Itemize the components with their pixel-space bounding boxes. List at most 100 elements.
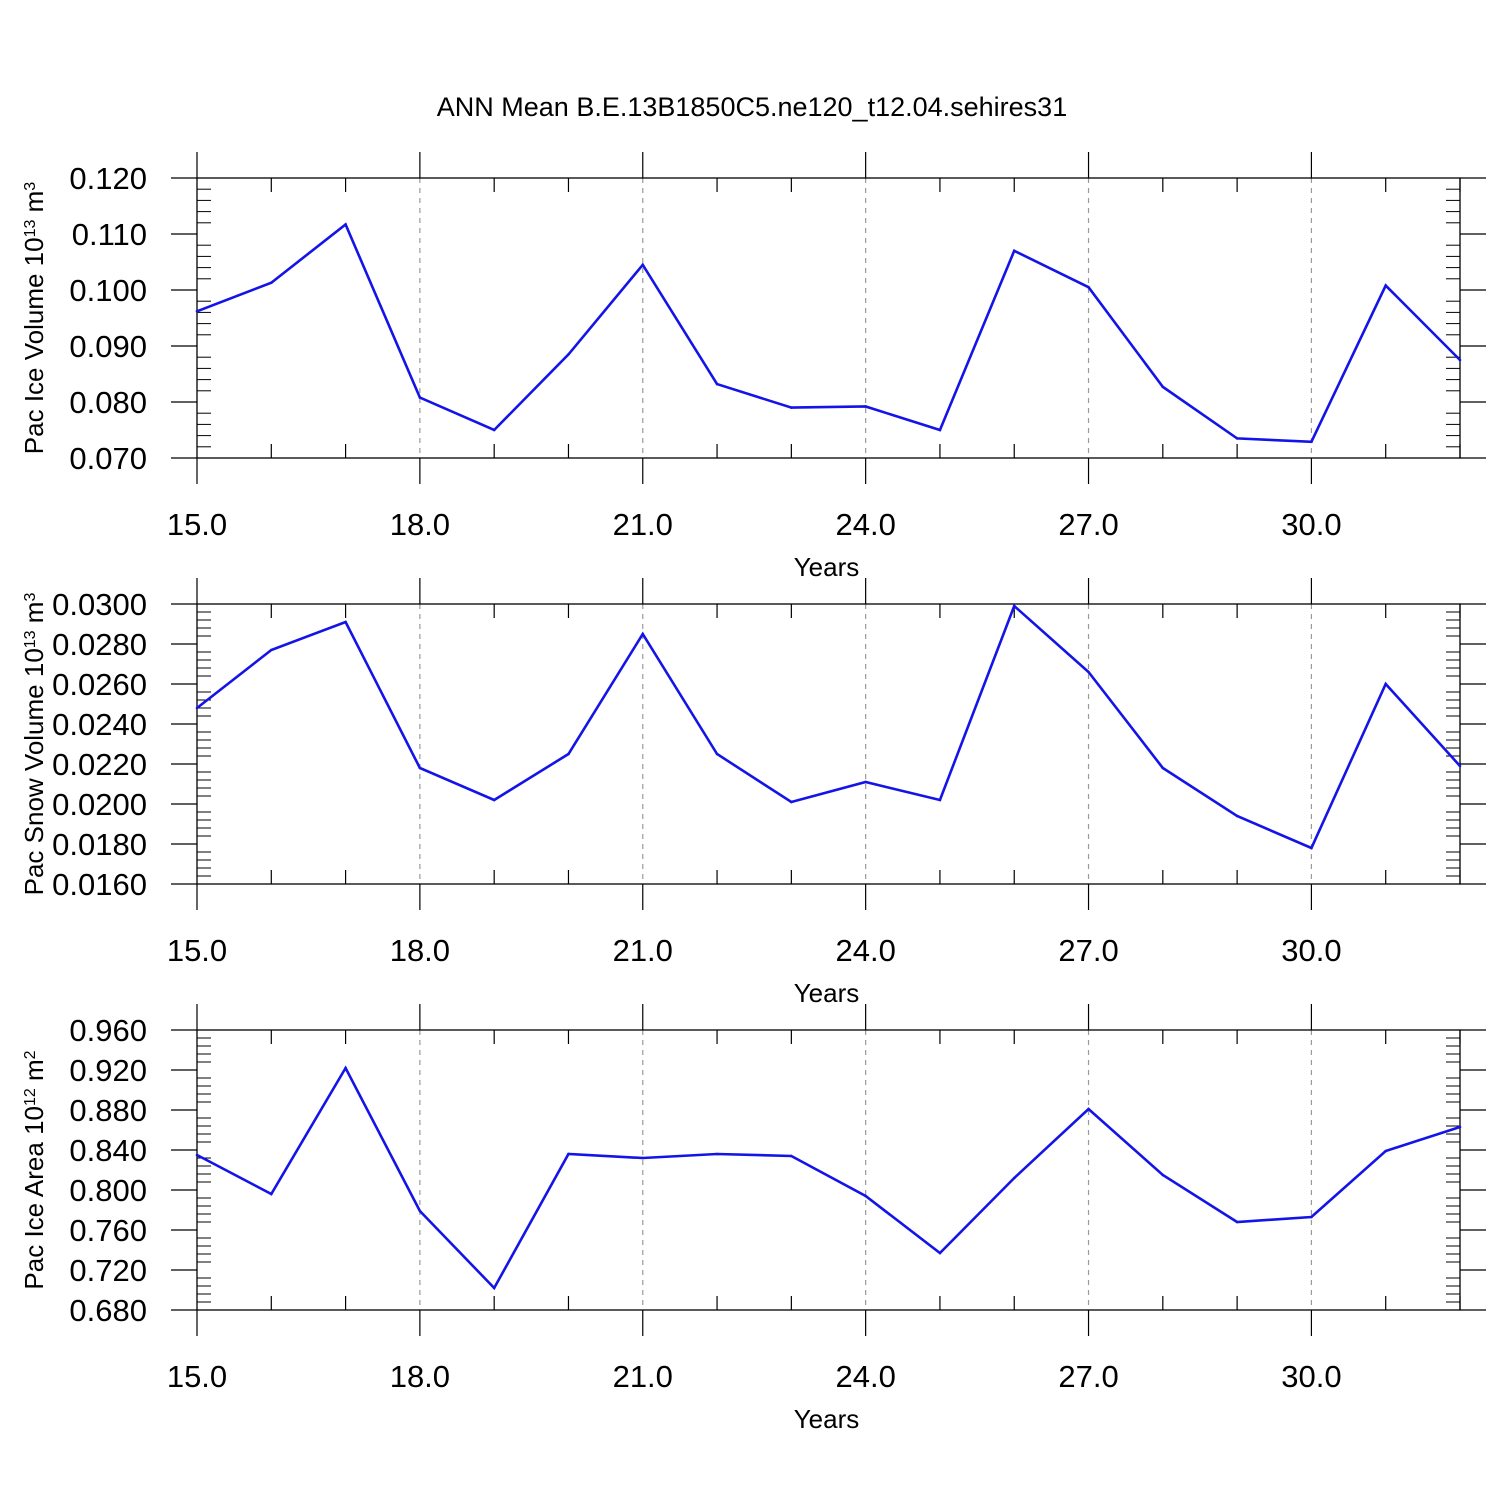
y-tick-label: 0.100 [69,273,147,308]
x-tick-label: 27.0 [1058,1359,1118,1394]
data-point [864,1194,867,1198]
y-axis-label-unit-sup: 3 [22,182,39,191]
data-point [1310,1215,1313,1219]
plot-frame [196,603,1461,885]
panel-3: 15.0 18.0 21.0 24.0 27.0 30.0 0.680 0.720 0.760 0… [19,1004,1486,1434]
y-tick-label: 0.090 [69,329,147,364]
series-line [196,222,1461,444]
x-tick-label: 21.0 [613,1359,673,1394]
data-point [1235,814,1239,818]
data-point [567,353,570,356]
data-point [344,223,347,226]
x-tick-label: 30.0 [1281,1359,1341,1394]
data-point [715,1152,719,1156]
y-tick-label: 0.880 [69,1093,147,1128]
y-tick-label: 0.070 [69,441,147,476]
y-axis-label-unit-sup: 2 [22,1050,39,1059]
data-point [269,1192,273,1196]
x-tick-label: 24.0 [835,933,895,968]
x-axis-label: Years [794,978,860,1008]
y-axis-label-unit: m [19,1059,49,1088]
data-point [567,1152,570,1156]
data-point [344,620,347,624]
plot-frame [196,1029,1461,1311]
data-point [1384,1149,1388,1153]
x-tick-label: 18.0 [390,1359,450,1394]
data-point [790,800,793,804]
y-axis-label-unit: m [19,191,49,220]
y-tick-label: 0.960 [69,1013,147,1048]
y-tick-label: 0.080 [69,385,147,420]
data-point [938,1251,942,1255]
x-tick-label: 21.0 [613,933,673,968]
y-axis-label-text: Pac Ice Area 10 [19,1106,49,1290]
data-point [418,396,422,399]
data-point [1087,670,1090,674]
data-point [641,263,645,267]
data-point [492,428,496,432]
y-tick-label: 0.680 [69,1293,147,1328]
data-point [344,1066,347,1070]
series-line [196,603,1461,850]
y-tick-label: 0.0220 [52,747,147,782]
y-tick-label: 0.800 [69,1173,147,1208]
x-tick-label: 27.0 [1058,933,1118,968]
chart-title: ANN Mean B.E.13B1850C5.ne120_t12.04.sehi… [437,92,1067,122]
data-point [1310,440,1313,444]
y-tick-label: 0.0300 [52,587,147,622]
x-axis-label: Years [794,552,860,582]
data-point [269,648,273,652]
x-tick-label: 18.0 [390,933,450,968]
x-tick-label: 15.0 [167,1359,227,1394]
data-point [1458,764,1462,768]
data-point [195,309,199,313]
y-axis-label-unit: m [19,602,49,631]
data-point [1235,437,1239,440]
x-tick-label: 27.0 [1058,507,1118,542]
y-tick-label: 0.760 [69,1213,147,1248]
panels: 15.0 18.0 21.0 24.0 27.0 30.0 0.070 0.080 0.090 0… [19,152,1486,1434]
data-point [1384,284,1388,287]
data-point [1012,604,1016,608]
x-tick-label: 21.0 [613,507,673,542]
x-tick-label: 30.0 [1281,933,1341,968]
data-point [641,632,645,636]
data-point [269,281,273,285]
data-point [715,382,719,386]
x-tick-label: 18.0 [390,507,450,542]
y-tick-label: 0.0240 [52,707,147,742]
x-tick-label: 15.0 [167,933,227,968]
data-point [864,405,867,408]
panel-2: 15.0 18.0 21.0 24.0 27.0 30.0 0.0160 0.0180 0.02… [19,578,1486,1008]
data-point [790,406,793,409]
data-point [1161,385,1165,389]
data-point [1012,1176,1016,1180]
x-tick-label: 15.0 [167,507,227,542]
y-tick-label: 0.0180 [52,827,147,862]
plot-frame [196,177,1461,459]
data-point [1235,1220,1239,1224]
data-point [418,1209,422,1213]
y-tick-label: 0.840 [69,1133,147,1168]
y-tick-label: 0.920 [69,1053,147,1088]
data-point [492,1286,496,1290]
x-axis-label: Years [794,1404,860,1434]
data-point [195,1153,199,1157]
data-point [1161,1173,1165,1177]
y-tick-label: 0.110 [72,217,147,252]
x-tick-label: 24.0 [835,1359,895,1394]
series-line [196,1065,1461,1291]
y-axis-label-sup: 13 [22,630,39,648]
y-axis-label-text: Pac Snow Volume 10 [19,648,49,895]
data-point [641,1156,645,1160]
y-axis-label: Pac Snow Volume 1013 m3 [19,593,49,896]
y-axis-label: Pac Ice Volume 1013 m3 [19,182,49,455]
x-tick-label: 24.0 [835,507,895,542]
y-axis-label-unit-sup: 3 [22,593,39,602]
y-axis-label-sup: 12 [22,1088,39,1106]
data-point [1161,766,1165,770]
data-point [492,798,496,802]
data-point [1310,846,1313,850]
